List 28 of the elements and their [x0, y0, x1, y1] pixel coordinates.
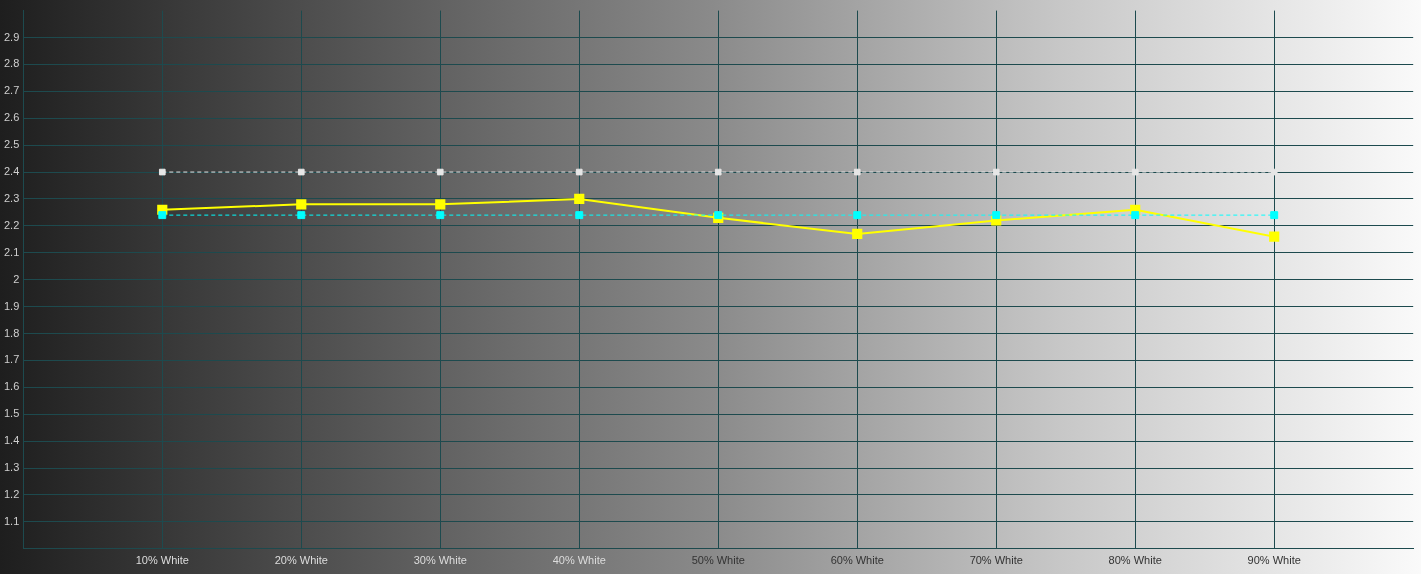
y-tick-label: 2.2 [3, 218, 20, 231]
x-tick-label: 90% White [1247, 554, 1301, 567]
y-tick-label: 1.9 [3, 299, 20, 312]
x-tick-label: 60% White [830, 554, 884, 567]
x-tick-label: 80% White [1108, 554, 1162, 567]
y-tick-label: 1.6 [3, 380, 20, 393]
x-tick-label: 50% White [691, 554, 745, 567]
y-tick-label: 2 [13, 272, 20, 285]
y-tick-label: 2.6 [3, 111, 20, 124]
x-tick-label: 30% White [413, 554, 467, 567]
y-tick-label: 1.5 [3, 407, 20, 420]
x-tick-label: 70% White [969, 554, 1023, 567]
y-tick-label: 2.5 [3, 138, 20, 151]
x-tick-label: 40% White [552, 554, 606, 567]
y-tick-label: 1.1 [3, 514, 20, 527]
y-tick-label: 1.4 [3, 434, 20, 447]
y-tick-label: 2.7 [3, 84, 20, 97]
y-tick-label: 1.2 [3, 488, 20, 501]
y-tick-label: 2.3 [3, 192, 20, 204]
y-tick-label: 1.3 [3, 461, 20, 474]
x-tick-label: 20% White [274, 554, 328, 567]
x-tick-label: 10% White [135, 554, 189, 567]
y-tick-label: 2.9 [3, 30, 20, 43]
y-tick-label: 1.7 [3, 353, 20, 366]
y-tick-label: 2.4 [3, 165, 20, 178]
y-tick-label: 2.8 [3, 57, 20, 70]
y-tick-label: 1.8 [3, 326, 20, 339]
y-tick-label: 2.1 [3, 245, 20, 258]
